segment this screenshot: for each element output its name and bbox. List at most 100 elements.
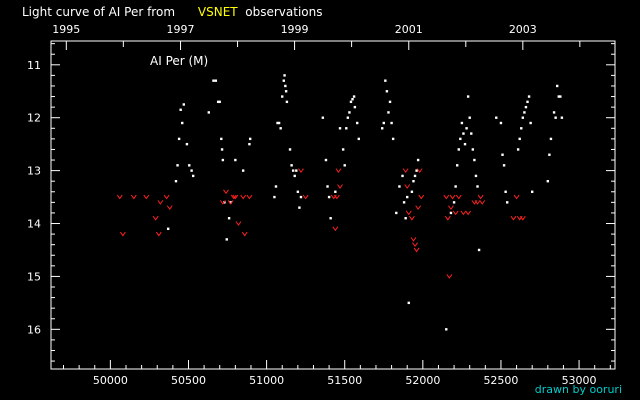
fainter-than-point	[223, 189, 229, 195]
visual-observation-point	[324, 158, 328, 162]
visual-observation-point	[459, 137, 462, 141]
visual-observation-point	[470, 132, 473, 135]
visual-observation-point	[548, 153, 551, 156]
visual-observation-point	[284, 90, 288, 93]
x-tick-label: 51500	[327, 374, 362, 387]
year-tick-label: 1997	[167, 23, 195, 36]
visual-observation-point	[334, 190, 337, 193]
visual-observation-point	[279, 127, 282, 130]
visual-observation-point	[295, 169, 298, 172]
visual-observation-point	[471, 148, 475, 151]
visual-observation-point	[401, 174, 404, 178]
visual-observation-point	[546, 179, 550, 183]
title-source: VSNET	[197, 5, 238, 19]
visual-observation-point	[293, 174, 296, 178]
y-tick-label: 15	[27, 270, 41, 283]
visual-observation-point	[174, 179, 178, 183]
fainter-than-point	[232, 194, 239, 200]
fainter-than-point	[449, 194, 456, 200]
fainter-than-point	[240, 194, 247, 200]
visual-observation-point	[326, 185, 329, 188]
visual-observation-point	[477, 248, 481, 252]
visual-observation-point	[284, 84, 287, 88]
fainter-than-point	[302, 194, 309, 200]
visual-observation-point	[273, 195, 276, 199]
visual-observation-point	[395, 211, 398, 215]
plot-label: AI Per (M)	[150, 54, 208, 68]
visual-observation-point	[212, 79, 215, 82]
visual-observation-point	[345, 127, 348, 130]
visual-observation-point	[276, 121, 279, 125]
visual-observation-point	[234, 158, 237, 162]
visual-observation-point	[356, 121, 359, 125]
visual-observation-point	[505, 201, 509, 204]
visual-observation-point	[385, 90, 389, 93]
fainter-than-point	[460, 210, 467, 216]
visual-observation-point	[552, 111, 556, 114]
y-tick-label: 16	[27, 323, 41, 336]
visual-observation-point	[465, 127, 468, 130]
fainter-than-point	[443, 194, 450, 200]
fainter-than-point	[298, 168, 304, 173]
visual-observation-point	[559, 95, 562, 98]
fainter-than-point	[510, 215, 517, 221]
visual-observation-point	[445, 328, 448, 331]
fainter-than-point	[241, 231, 248, 237]
visual-observation-point	[410, 190, 414, 193]
visual-observation-point	[181, 121, 184, 125]
visual-observation-point	[524, 105, 528, 109]
fainter-than-point	[155, 231, 162, 237]
visual-observation-point	[182, 103, 185, 106]
visual-observation-point	[449, 211, 453, 215]
visual-observation-point	[351, 97, 354, 101]
visual-observation-point	[415, 169, 418, 172]
fainter-than-point	[448, 205, 454, 211]
y-tick-label: 11	[27, 59, 41, 72]
visual-observation-point	[476, 185, 479, 188]
visual-observation-point	[460, 121, 464, 125]
visual-observation-point	[516, 148, 520, 151]
visual-observation-point	[216, 100, 220, 104]
x-tick-label: 52500	[483, 374, 518, 387]
visual-observation-point	[521, 116, 525, 119]
visual-observation-point	[188, 164, 191, 167]
year-tick-label: 1999	[281, 23, 309, 36]
fainter-than-point	[418, 194, 425, 200]
fainter-than-point	[219, 200, 226, 205]
visual-observation-point	[241, 169, 245, 172]
fainter-than-point	[446, 274, 453, 279]
fainter-than-point	[465, 210, 472, 216]
visual-observation-point	[327, 195, 331, 199]
visual-observation-point	[248, 137, 252, 141]
visual-observation-point	[527, 95, 531, 98]
visual-observation-point	[555, 84, 559, 88]
visual-observation-point	[191, 174, 195, 178]
visual-observation-point	[299, 195, 303, 199]
visual-observation-point	[288, 148, 292, 151]
fainter-than-point	[230, 194, 237, 200]
year-tick-label: 2001	[395, 23, 423, 36]
visual-observation-point	[462, 132, 465, 135]
fainter-than-point	[166, 205, 173, 211]
fainter-than-point	[402, 168, 409, 173]
visual-observation-point	[474, 174, 478, 178]
visual-observation-point	[384, 79, 387, 82]
visual-observation-point	[348, 111, 351, 114]
fainter-than-point	[413, 247, 420, 253]
visual-observation-point	[221, 158, 225, 162]
visual-observation-point	[406, 195, 409, 199]
visual-observation-point	[404, 217, 407, 220]
visual-observation-point	[283, 74, 286, 77]
visual-observation-point	[387, 111, 390, 114]
y-tick-label: 12	[27, 112, 41, 125]
visual-observation-point	[227, 217, 231, 220]
visual-observation-point	[352, 95, 356, 98]
visual-observation-point	[357, 137, 360, 141]
visual-observation-point	[229, 201, 232, 204]
x-tick-label: 50000	[93, 374, 128, 387]
fainter-than-point	[116, 194, 123, 200]
visual-observation-point	[298, 206, 301, 209]
fainter-than-point	[157, 200, 164, 205]
y-tick-label: 14	[27, 218, 41, 231]
fainter-than-point	[235, 221, 242, 226]
